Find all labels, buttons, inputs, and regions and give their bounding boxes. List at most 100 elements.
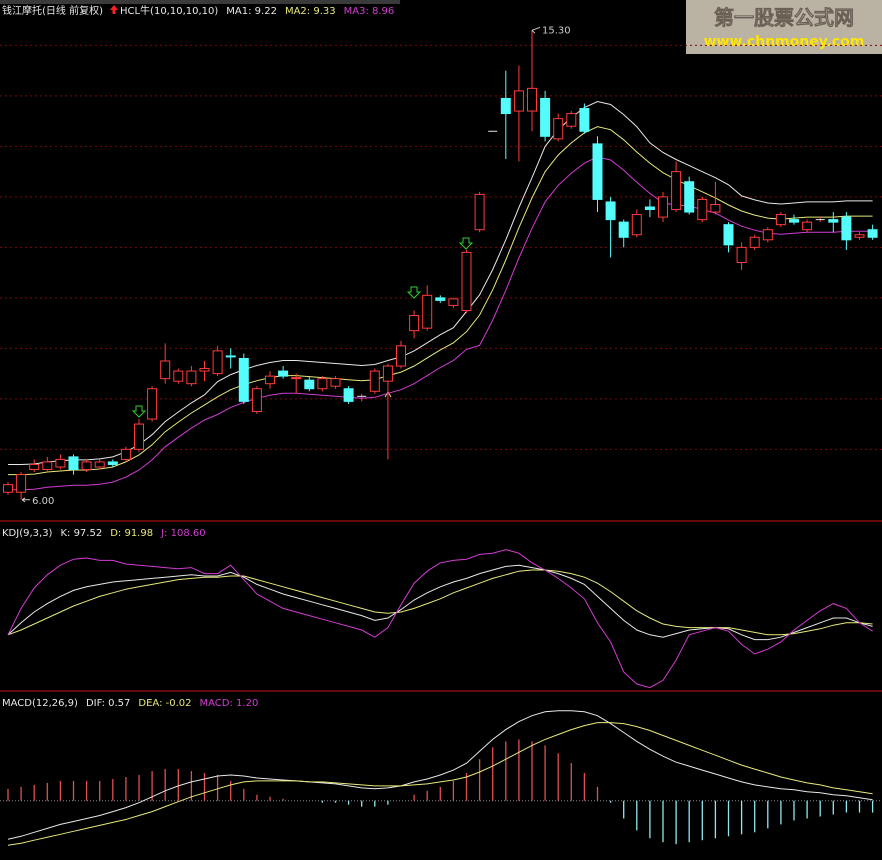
candle-body (749, 236, 760, 248)
buy-arrow (131, 405, 147, 418)
candle-body (605, 201, 616, 221)
legend-entry: DIF: 0.57 (86, 698, 130, 709)
candle-body (618, 221, 629, 238)
candle-body (147, 388, 158, 420)
candle-body (710, 203, 721, 213)
candle-body (474, 193, 485, 231)
candle-body (343, 388, 354, 402)
candle-body (762, 229, 773, 241)
candle-body (841, 216, 852, 241)
legend-entry: DEA: -0.02 (138, 698, 191, 709)
legend-entry: J: 108.60 (160, 528, 206, 539)
candle-body (120, 448, 131, 460)
candle-body (789, 219, 799, 223)
candle-body (396, 345, 406, 367)
candle-body (566, 113, 577, 127)
low-pointer (21, 497, 31, 503)
candle-body (802, 221, 813, 231)
candle-body (775, 214, 786, 226)
candle-body (55, 458, 66, 468)
candle-body (461, 251, 472, 311)
candle-body (291, 377, 302, 380)
legend-entry: MA2: 9.33 (285, 6, 336, 17)
indicator-line (7, 549, 873, 689)
indicator-line (7, 569, 873, 636)
high-pointer (531, 26, 541, 34)
candle-body (317, 378, 328, 390)
candle-body (579, 108, 590, 132)
buy-arrow (406, 286, 422, 299)
candle-body (238, 357, 249, 402)
candle-body (553, 118, 564, 140)
candle-body (212, 350, 223, 375)
candle-body (723, 224, 734, 246)
legend-entry: K: 97.52 (60, 528, 102, 539)
candle-body (225, 355, 236, 358)
watermark: 第一股票公式网 www.chnmoney.com (686, 0, 882, 54)
high-label: 15.30 (542, 25, 571, 36)
candle-body (527, 87, 537, 112)
candle-body (3, 484, 13, 493)
candle-body (173, 370, 184, 382)
candle-body (697, 198, 708, 221)
candle-body (265, 375, 275, 385)
candle-body (736, 246, 747, 264)
low-label: 6.00 (32, 496, 54, 507)
candle-body (684, 181, 695, 213)
candle-body (160, 360, 171, 380)
indicator-line (8, 126, 873, 476)
candle-body (42, 461, 53, 471)
panel-title: KDJ(9,3,3) (2, 528, 53, 539)
candle-body (369, 370, 380, 392)
candle-body (251, 388, 262, 412)
candle-body (107, 461, 118, 465)
candle-body (304, 379, 315, 390)
indicator-icon (109, 5, 118, 14)
candle-body (448, 298, 459, 306)
candle-body (435, 297, 446, 301)
candle-body (540, 97, 551, 137)
candle-body (330, 378, 341, 387)
legend-entry: MACD: 1.20 (200, 698, 259, 709)
chart-title: 钱江摩托(日线 前复权) (2, 4, 103, 17)
candle-body (29, 463, 40, 471)
candle-body (828, 219, 839, 223)
legend-entry: MA1: 9.22 (226, 6, 277, 17)
candle-body (68, 456, 79, 471)
watermark-url: www.chnmoney.com (704, 34, 865, 50)
candle-body (422, 294, 433, 329)
candle-body (658, 196, 668, 218)
candle-body (644, 206, 655, 211)
candle-body (631, 214, 642, 236)
candle-body (409, 315, 420, 332)
watermark-box (686, 0, 882, 54)
candle-body (867, 229, 878, 238)
candle-body (16, 474, 27, 493)
candle-body (278, 370, 289, 377)
candle-body (186, 370, 197, 385)
candle-body (592, 143, 603, 200)
indicator-title: HCL牛(10,10,10,10) (120, 4, 218, 17)
candle-body (134, 423, 144, 450)
candle-body (81, 461, 92, 471)
candle-body (513, 90, 524, 112)
panel-title: MACD(12,26,9) (2, 698, 78, 709)
indicator-line (8, 100, 873, 465)
candle-body (854, 234, 865, 238)
candle-body (199, 368, 210, 372)
candle-body (94, 461, 105, 468)
plot-layer: 15.30 6.00 钱江摩托(日线 前复权) HCL牛(10,10,10,10) MA… (0, 4, 882, 846)
toolbar-strip (0, 0, 400, 4)
indicator-line (7, 722, 873, 846)
candle-body (382, 365, 393, 382)
legend-entry: MA3: 8.96 (344, 6, 395, 17)
legend-entry: D: 91.98 (110, 528, 153, 539)
indicator-line (7, 710, 873, 840)
watermark-title: 第一股票公式网 (714, 6, 854, 30)
candle-body (671, 171, 682, 211)
buy-arrow (458, 237, 474, 250)
candle-body (500, 97, 511, 115)
